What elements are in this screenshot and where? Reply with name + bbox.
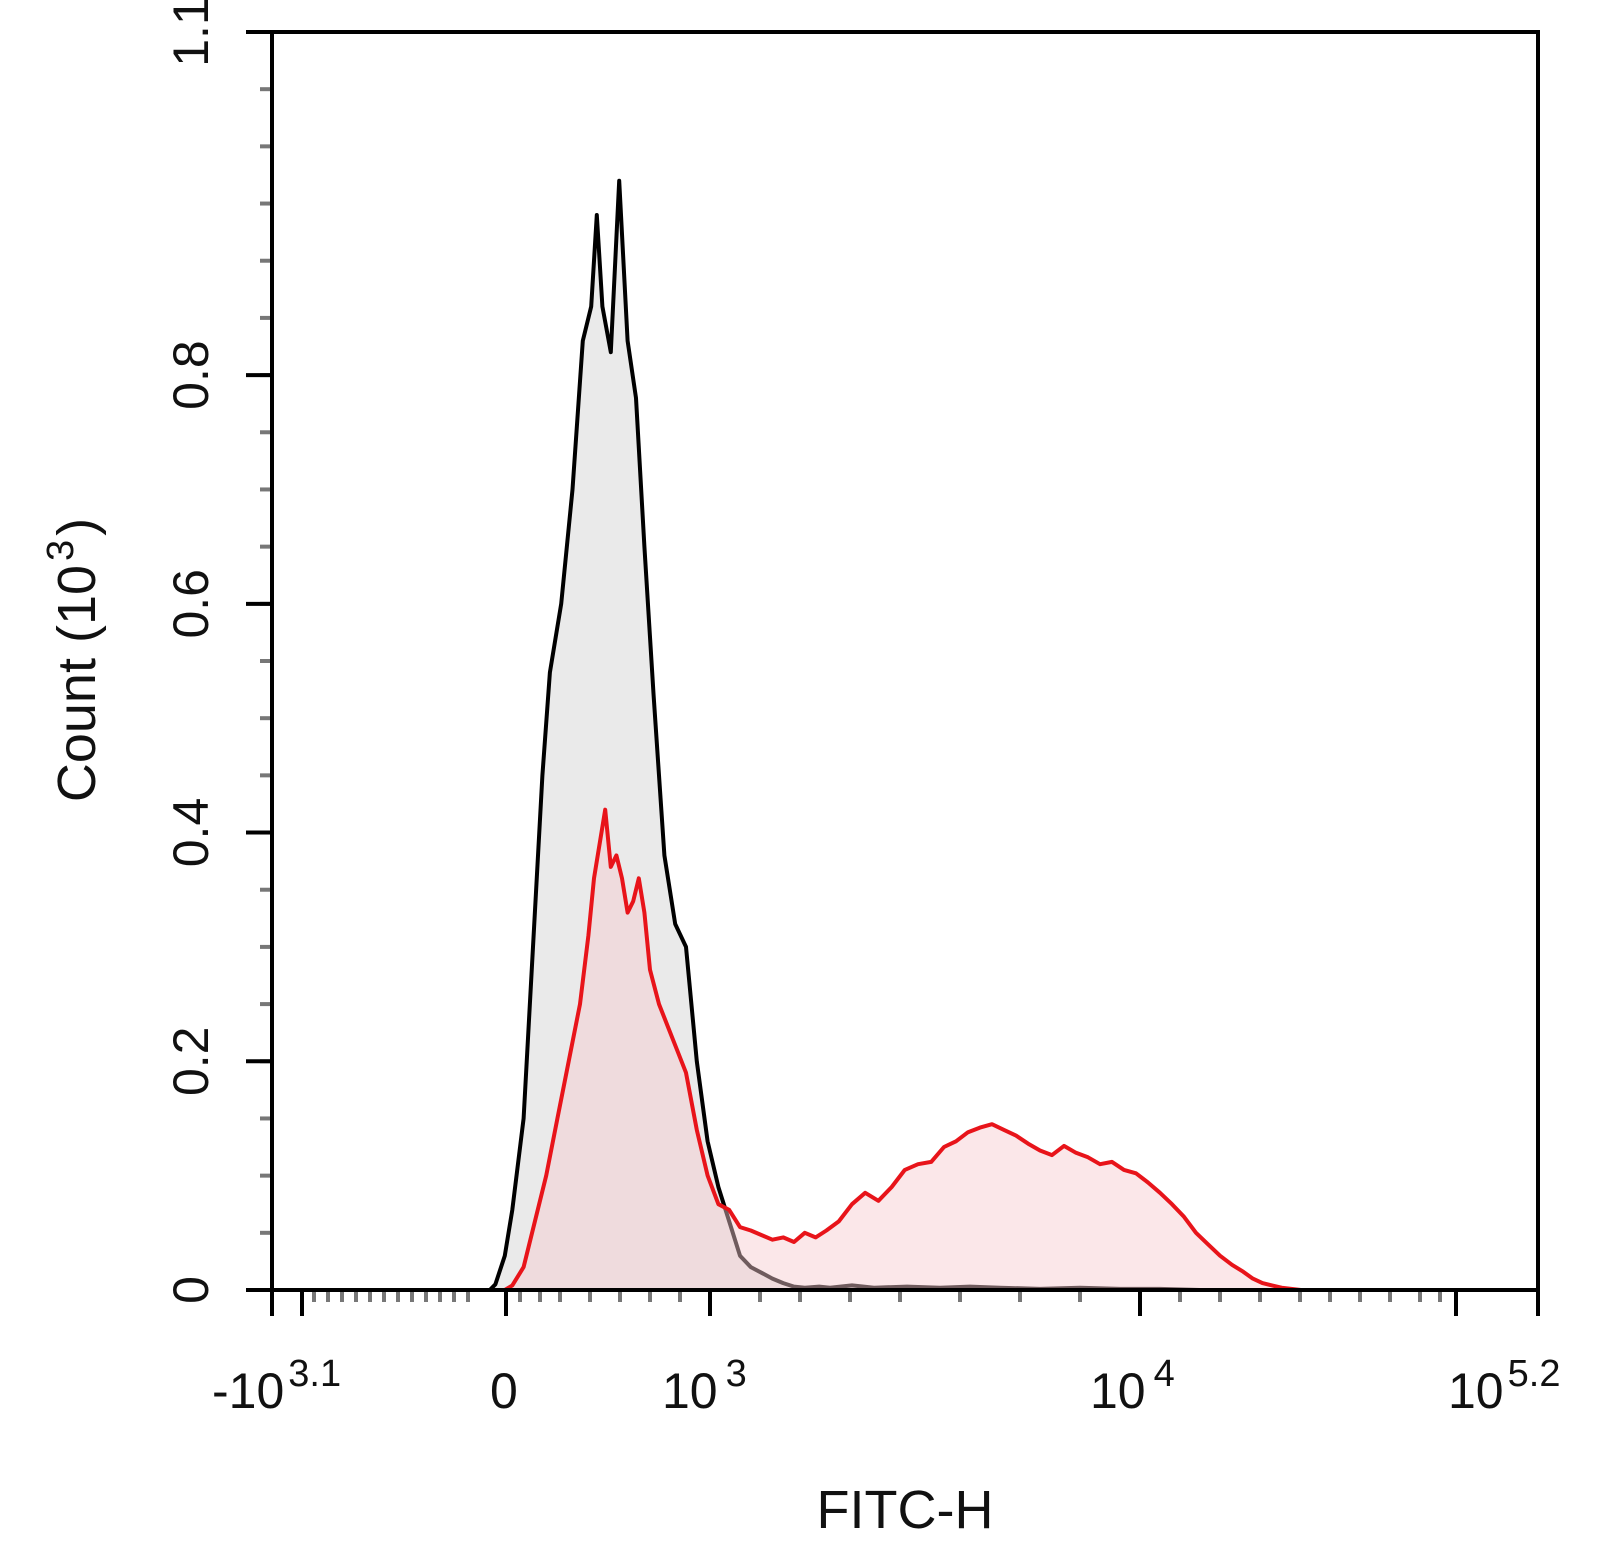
x-tick-exp: 3.1 xyxy=(288,1353,341,1395)
x-tick-base: 0 xyxy=(490,1363,518,1419)
x-tick-base: 10 xyxy=(662,1363,718,1419)
series-fill-control xyxy=(489,180,1420,1291)
y-tick-label: 0.6 xyxy=(163,569,219,639)
series-sample xyxy=(503,807,1335,1292)
x-tick-label-neg-10-3.1: -10 3.1 xyxy=(212,1353,341,1419)
x-tick-exp: 5.2 xyxy=(1508,1353,1561,1395)
y-tick-label: 1.1 xyxy=(163,0,219,67)
y-major-ticks xyxy=(246,30,272,1292)
y-axis-title: Count (10 3) xyxy=(40,518,107,802)
x-axis-title: FITC-H xyxy=(817,1480,994,1540)
y-axis-title-prefix: Count (10 xyxy=(47,565,107,802)
x-tick-exp: 3 xyxy=(726,1353,747,1395)
x-tick-label-10-4: 10 4 xyxy=(1090,1353,1175,1419)
x-tick-label-10-3: 10 3 xyxy=(662,1353,747,1419)
histogram-series xyxy=(488,178,1420,1292)
x-major-ticks xyxy=(270,1290,1540,1316)
series-line-sample xyxy=(503,807,1335,1292)
x-tick-label-0: 0 xyxy=(490,1363,518,1419)
x-tick-base: -10 xyxy=(212,1363,284,1419)
plot-frame xyxy=(270,30,1540,1292)
x-tick-base: 10 xyxy=(1090,1363,1146,1419)
y-axis-title-suffix: ) xyxy=(47,518,107,536)
y-tick-label: 0 xyxy=(163,1276,219,1304)
x-minor-ticks xyxy=(312,1292,1442,1302)
x-tick-base: 10 xyxy=(1448,1363,1504,1419)
x-tick-exp: 4 xyxy=(1154,1353,1175,1395)
y-tick-label: 0.2 xyxy=(163,1027,219,1097)
x-tick-label-10-5.2: 10 5.2 xyxy=(1448,1353,1560,1419)
series-fill-sample xyxy=(504,809,1335,1290)
y-tick-label: 0.8 xyxy=(163,340,219,410)
y-tick-label: 0.4 xyxy=(163,798,219,868)
y-tick-labels: 0 0.2 0.4 0.6 0.8 1.1 xyxy=(163,0,219,1304)
y-axis-title-exp: 3 xyxy=(40,540,82,561)
